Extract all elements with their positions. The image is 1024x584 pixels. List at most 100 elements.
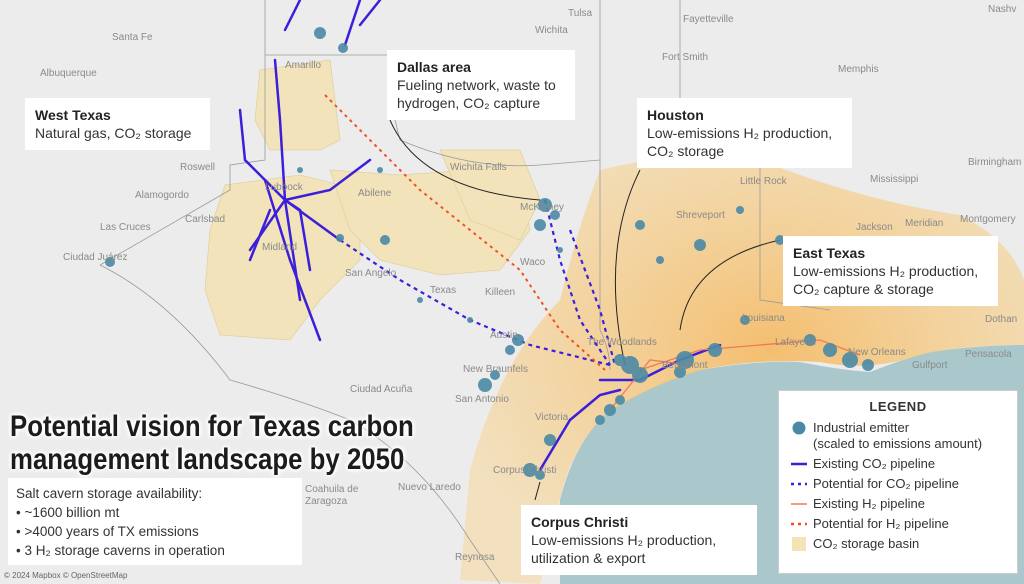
legend-label: Existing H₂ pipeline: [813, 496, 925, 511]
callout-heading: East Texas: [793, 245, 866, 261]
legend-label: Existing CO₂ pipeline: [813, 456, 936, 471]
city-label: Texas: [430, 285, 456, 296]
callout-leaders: [389, 119, 781, 501]
city-label: Louisiana: [742, 313, 785, 324]
callout-east-texas: East Texas Low-emissions H₂ production, …: [783, 236, 998, 306]
callout-heading: West Texas: [35, 107, 111, 123]
emitter-dot: [550, 210, 560, 220]
city-label: Memphis: [838, 64, 879, 75]
legend-label: CO₂ storage basin: [813, 536, 920, 551]
city-label: Gulfport: [912, 360, 948, 371]
city-label: New Orleans: [848, 347, 906, 358]
legend: LEGEND Industrial emitter (scaled to emis…: [778, 390, 1018, 574]
salt-cavern-bullet: • >4000 years of TX emissions: [16, 524, 199, 539]
emitter-dot: [674, 366, 686, 378]
city-label: Alamogordo: [135, 190, 189, 201]
salt-cavern-bullet: • 3 H₂ storage caverns in operation: [16, 543, 225, 558]
callout-text: Low-emissions H₂ production,: [647, 125, 833, 141]
city-label: Waco: [520, 257, 546, 268]
emitter-dot: [708, 343, 722, 357]
city-label: Albuquerque: [40, 68, 97, 79]
callout-text: Natural gas, CO₂ storage: [35, 125, 192, 141]
emitter-dot: [377, 167, 383, 173]
emitter-dot: [338, 43, 348, 53]
emitter-dot: [694, 239, 706, 251]
city-label: Shreveport: [676, 210, 725, 221]
callout-text: Fueling network, waste to: [397, 77, 556, 93]
emitter-dot: [538, 198, 552, 212]
emitter-dot: [595, 415, 605, 425]
city-labels: Santa Fe Albuquerque Amarillo Lubbock Roswel…: [40, 4, 1021, 563]
legend-item-emitter: Industrial emitter (scaled to emissions a…: [791, 420, 1005, 452]
emitter-dot: [656, 256, 664, 264]
legend-label: Industrial emitter: [813, 420, 910, 435]
emitter-dot: [635, 220, 645, 230]
emitter-dot: [467, 317, 473, 323]
city-label: Montgomery: [960, 214, 1016, 225]
emitter-dot: [297, 167, 303, 173]
callout-text: Low-emissions H₂ production,: [793, 263, 979, 279]
legend-label: Potential for H₂ pipeline: [813, 516, 949, 531]
emitter-dot: [534, 219, 546, 231]
square-icon: [791, 536, 807, 552]
map-attribution[interactable]: © 2024 Mapbox © OpenStreetMap: [4, 571, 128, 580]
solid-line-icon: [791, 456, 807, 472]
city-label: Meridian: [905, 218, 943, 229]
emitter-dot: [676, 351, 694, 369]
callout-heading: Corpus Christi: [531, 514, 629, 530]
city-label: Fayetteville: [683, 14, 734, 25]
emitter-dot: [105, 257, 115, 267]
emitter-dot: [842, 352, 858, 368]
legend-item-potential-co2: Potential for CO₂ pipeline: [791, 476, 1005, 492]
city-label: Beaumont: [662, 360, 708, 371]
emitter-dot: [478, 378, 492, 392]
city-label: Ciudad Juárez: [63, 252, 127, 263]
solid-line-icon: [791, 496, 807, 512]
city-label: McKinney: [520, 202, 564, 213]
callout-heading: Dallas area: [397, 59, 471, 75]
city-label: Lubbock: [265, 182, 304, 193]
city-label: Midland: [262, 242, 297, 253]
callout-text: CO₂ capture & storage: [793, 281, 934, 297]
emitter-dot: [614, 354, 626, 366]
callout-dallas: Dallas area Fueling network, waste to hy…: [387, 50, 575, 120]
title-line: Potential vision for Texas carbon: [10, 410, 414, 443]
page-title: Potential vision for Texas carbon manage…: [10, 410, 480, 476]
storage-basins: [204, 59, 541, 341]
dashed-line-icon: [791, 516, 807, 532]
city-label: The Woodlands: [587, 337, 657, 348]
city-label: Nuevo Laredo: [398, 482, 461, 493]
city-label: San Angelo: [345, 268, 397, 279]
emitter-dot: [544, 434, 556, 446]
city-label: Amarillo: [285, 60, 322, 71]
title-line: management landscape by 2050: [10, 443, 405, 476]
city-label: Jackson: [856, 222, 893, 233]
emitter-dot: [862, 359, 874, 371]
callout-corpus-christi: Corpus Christi Low-emissions H₂ producti…: [521, 505, 757, 575]
emitter-dot: [615, 395, 625, 405]
callout-text: hydrogen, CO₂ capture: [397, 95, 541, 111]
legend-label: (scaled to emissions amount): [813, 436, 983, 451]
callout-heading: Houston: [647, 107, 704, 123]
emitter-dot: [632, 367, 648, 383]
city-label: Victoria: [535, 412, 569, 423]
legend-item-existing-co2: Existing CO₂ pipeline: [791, 456, 1005, 472]
city-label: Reynosa: [455, 552, 495, 563]
city-label: Ciudad Acuña: [350, 384, 413, 395]
city-label: New Braunfels: [463, 364, 528, 375]
city-label: Roswell: [180, 162, 215, 173]
city-label: Dothan: [985, 314, 1017, 325]
emitter-dot: [736, 206, 744, 214]
city-label: Wichita: [535, 25, 568, 36]
emitter-dot: [804, 334, 816, 346]
city-label: San Antonio: [455, 394, 509, 405]
city-label: Las Cruces: [100, 222, 151, 233]
city-label: Corpus Christi: [493, 465, 556, 476]
city-label: Zaragoza: [305, 496, 348, 507]
city-label: Austin: [490, 330, 518, 341]
emitter-dot: [336, 234, 344, 242]
city-label: Coahuila de: [305, 484, 359, 495]
city-label: Tulsa: [568, 8, 593, 19]
emitter-dot: [535, 470, 545, 480]
city-label: Abilene: [358, 188, 392, 199]
